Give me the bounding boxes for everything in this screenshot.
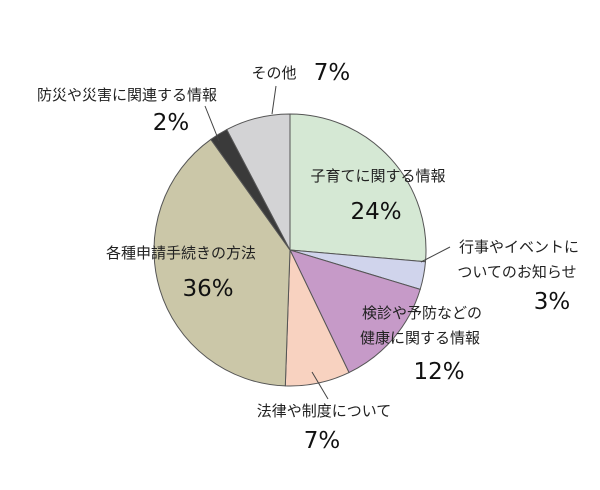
slice-value-label-5: 2% — [153, 110, 190, 136]
slice-value-label-6: 7% — [314, 60, 351, 86]
slice-label-group-1: 行事やイベントに ついてのお知らせ 3% — [457, 238, 579, 315]
leader-line-disaster — [204, 105, 220, 142]
slice-label-4-line-0: 各種申請手続きの方法 — [106, 244, 256, 262]
slice-label-1-line-0: 行事やイベントに — [459, 238, 579, 256]
slice-label-group-0: 子育てに関する情報 24% — [310, 167, 445, 225]
slice-label-0-line-0: 子育てに関する情報 — [310, 167, 445, 185]
slice-label-2-line-1: 健康に関する情報 — [360, 329, 480, 347]
pie-slice-6 — [226, 113, 291, 251]
leader-line-law — [311, 371, 329, 400]
pie-slice-4 — [153, 138, 291, 387]
slice-value-label-0: 24% — [350, 199, 401, 225]
slice-label-group-4: 各種申請手続きの方法 36% — [106, 244, 256, 302]
pie-slices — [153, 113, 427, 387]
pie-slice-2 — [289, 249, 421, 374]
slice-label-1-line-1: ついてのお知らせ — [457, 263, 576, 281]
slice-value-label-4: 36% — [182, 276, 233, 302]
slice-value-label-3: 7% — [304, 428, 341, 454]
slice-label-group-3: 法律や制度について 7% — [257, 402, 392, 454]
leader-lines — [204, 85, 451, 400]
slice-label-group-5: 防災や災害に関連する情報 2% — [37, 86, 217, 136]
slice-label-3-line-0: 法律や制度について — [257, 402, 392, 420]
slice-label-2-line-0: 検診や予防などの — [362, 304, 482, 322]
slice-value-label-1: 3% — [534, 289, 571, 315]
slice-label-group-6: その他 7% — [251, 60, 350, 86]
slice-label-5-line-0: 防災や災害に関連する情報 — [37, 86, 217, 104]
slice-label-6-line-0: その他 — [251, 64, 296, 82]
pie-slice-0 — [289, 113, 427, 263]
slice-label-group-2: 検診や予防などの 健康に関する情報 12% — [360, 304, 482, 385]
leader-line-events — [420, 246, 451, 263]
leader-line-other — [271, 85, 277, 115]
slice-value-label-2: 12% — [413, 359, 464, 385]
